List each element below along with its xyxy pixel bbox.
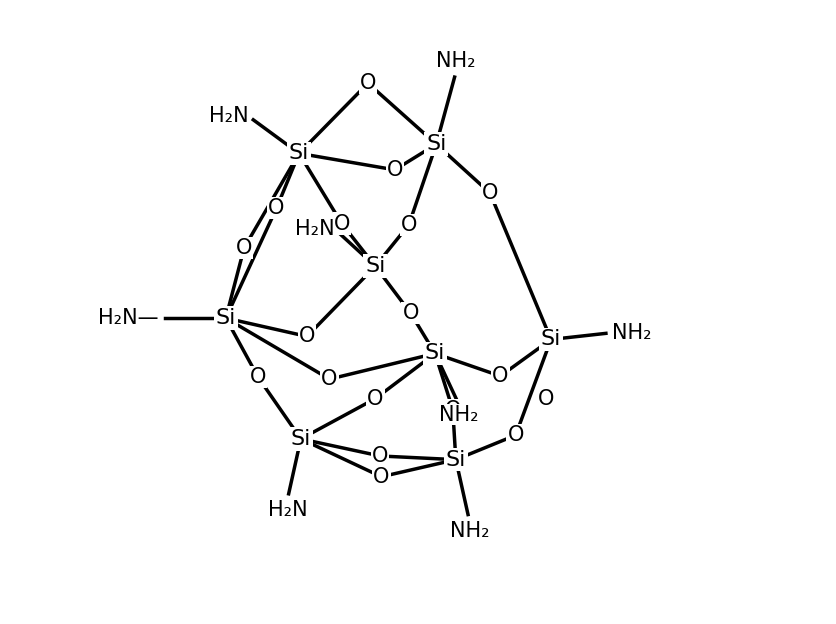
Text: O: O — [386, 160, 403, 180]
Text: O: O — [334, 213, 350, 233]
Text: Si: Si — [365, 256, 385, 276]
Text: Si: Si — [291, 429, 311, 449]
Text: H₂N: H₂N — [209, 106, 248, 126]
Text: O: O — [321, 369, 338, 389]
Text: Si: Si — [216, 308, 236, 328]
Text: O: O — [372, 446, 389, 466]
Text: O: O — [492, 366, 508, 386]
Text: NH₂: NH₂ — [439, 405, 479, 425]
Text: H₂N: H₂N — [268, 500, 307, 520]
Text: NH₂: NH₂ — [450, 520, 489, 540]
Text: NH₂: NH₂ — [612, 323, 651, 343]
Text: Si: Si — [426, 134, 446, 154]
Text: O: O — [400, 215, 417, 235]
Text: O: O — [367, 389, 384, 409]
Text: O: O — [402, 303, 419, 323]
Text: O: O — [250, 368, 267, 388]
Text: H₂N—: H₂N— — [98, 308, 159, 328]
Text: H₂N: H₂N — [294, 218, 334, 238]
Text: O: O — [373, 467, 390, 487]
Text: NH₂: NH₂ — [436, 51, 476, 71]
Text: Si: Si — [541, 329, 561, 349]
Text: O: O — [538, 389, 554, 409]
Text: O: O — [507, 425, 524, 446]
Text: Si: Si — [425, 343, 446, 364]
Text: O: O — [445, 399, 461, 419]
Text: O: O — [359, 73, 376, 93]
Text: Si: Si — [446, 450, 466, 470]
Text: O: O — [236, 238, 252, 258]
Text: O: O — [482, 183, 498, 203]
Text: O: O — [298, 326, 315, 346]
Text: Si: Si — [289, 144, 309, 163]
Text: O: O — [268, 198, 284, 218]
